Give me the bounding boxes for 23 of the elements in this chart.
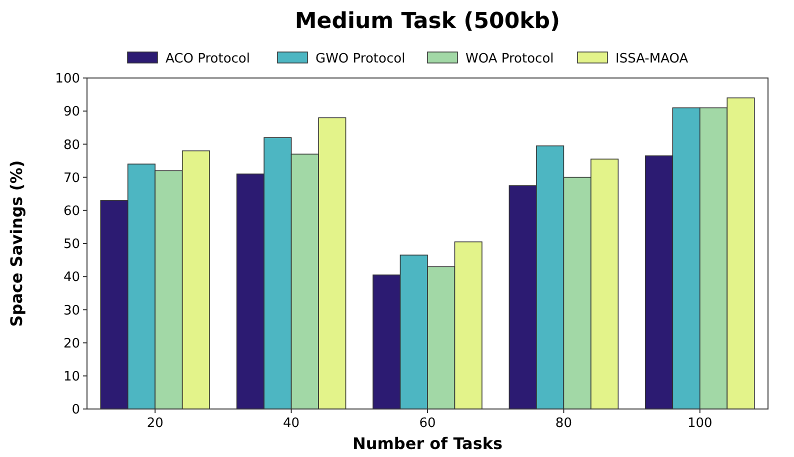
y-tick-label: 0 xyxy=(72,402,80,418)
y-tick-label: 40 xyxy=(63,270,80,286)
legend-label: ISSA-MAOA xyxy=(616,52,688,67)
x-tick-label: 60 xyxy=(419,416,436,431)
x-tick-label: 40 xyxy=(283,416,300,431)
x-tick-label: 100 xyxy=(687,416,712,431)
y-tick-label: 80 xyxy=(63,138,80,153)
x-tick-label: 20 xyxy=(146,416,164,431)
y-tick-label: 50 xyxy=(63,237,80,252)
y-tick-label: 100 xyxy=(55,72,80,87)
y-tick-label: 20 xyxy=(63,336,80,352)
y-tick-label: 70 xyxy=(63,170,80,186)
y-axis-title: Space Savings (%) xyxy=(7,160,26,327)
y-tick-label: 90 xyxy=(63,104,80,120)
legend-label: ACO Protocol xyxy=(166,52,250,67)
chart-title: Medium Task (500kb) xyxy=(294,9,560,34)
y-tick-label: 30 xyxy=(63,303,80,318)
x-tick-label: 80 xyxy=(555,416,572,431)
y-tick-label: 60 xyxy=(63,204,80,219)
x-axis-title: Number of Tasks xyxy=(352,434,503,453)
legend-label: WOA Protocol xyxy=(466,52,554,67)
legend-label: GWO Protocol xyxy=(316,52,406,67)
y-tick-label: 10 xyxy=(63,369,80,384)
